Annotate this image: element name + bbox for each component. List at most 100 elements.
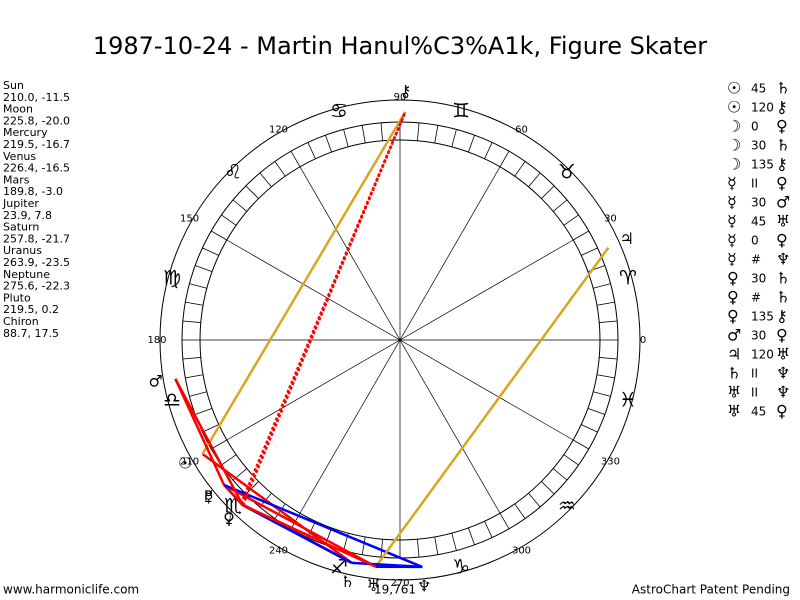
planet-coords: 210.0, -11.5	[3, 91, 70, 104]
ring-tick	[528, 172, 541, 188]
planet-coords: 225.8, -20.0	[3, 114, 70, 127]
ring-tick	[380, 539, 383, 558]
planet-name: Mars	[3, 173, 30, 186]
aspect-line	[242, 503, 377, 568]
planet-name: Neptune	[3, 268, 50, 281]
ring-tick	[185, 301, 204, 306]
ring-tick	[202, 424, 219, 433]
degree-label: 180	[147, 335, 166, 346]
aspect-type: 30	[751, 272, 766, 286]
planet-glyph: ♄	[340, 572, 354, 591]
degree-label: 0	[640, 335, 646, 346]
aspect-to: ♀	[776, 402, 788, 421]
aspect-type: 30	[751, 196, 766, 210]
ring-tick	[593, 391, 611, 397]
aspect-to: ♄	[776, 288, 790, 307]
ring-tick	[552, 199, 568, 212]
sign-glyph: ♋	[330, 99, 348, 123]
aspect-type: II	[751, 367, 758, 381]
planet-name: Sun	[3, 79, 24, 92]
ring-tick	[434, 125, 439, 144]
aspect-type: 135	[751, 158, 774, 172]
aspect-to: ♆	[776, 250, 790, 269]
aspect-type: II	[751, 386, 758, 400]
ring-tick	[593, 283, 611, 289]
ring-tick	[596, 301, 615, 306]
ring-tick	[552, 468, 568, 481]
ring-tick	[195, 408, 213, 415]
degree-label: 30	[604, 214, 617, 225]
planet-glyph: ☽	[220, 507, 234, 526]
aspect-to: ♆	[776, 383, 790, 402]
ring-tick	[307, 142, 316, 159]
ring-tick	[514, 503, 526, 519]
planet-glyph: ♇	[201, 487, 215, 506]
sign-glyph: ♌	[224, 160, 242, 184]
ring-tick	[182, 320, 201, 323]
ring-tick	[195, 265, 213, 272]
aspect-to: ♀	[776, 117, 788, 136]
planet-name: Moon	[3, 103, 33, 116]
ring-tick	[232, 199, 248, 212]
ring-tick	[259, 172, 272, 188]
planet-glyph: ♅	[366, 576, 380, 595]
aspect-from: ♅	[727, 383, 741, 402]
ring-tick	[581, 424, 598, 433]
aspect-to: ♅	[776, 345, 790, 364]
ring-tick	[599, 357, 618, 360]
ring-tick	[468, 135, 475, 153]
aspect-from: ♀	[727, 288, 739, 307]
ring-tick	[417, 539, 420, 558]
aspect-line	[223, 483, 423, 569]
planet-glyph: ☉	[178, 454, 192, 473]
aspect-to: ♄	[776, 79, 790, 98]
planet-glyph: ☿	[204, 487, 214, 506]
aspect-line	[201, 111, 407, 455]
aspect-to: ♀	[776, 231, 788, 250]
degree-label: 210	[180, 457, 199, 468]
sign-glyph: ♑	[452, 554, 470, 578]
aspect-type: 0	[751, 120, 759, 134]
ring-tick	[596, 374, 615, 379]
aspect-from: ☉	[727, 79, 741, 98]
outer-circle	[159, 99, 641, 581]
ring-tick	[599, 320, 618, 323]
planet-glyph: ⚷	[400, 82, 412, 101]
ring-tick	[189, 283, 207, 289]
ring-tick	[484, 521, 493, 538]
aspect-from: ☿	[727, 231, 737, 250]
aspect-type: #	[751, 253, 761, 267]
planet-coords: 275.6, -22.3	[3, 280, 70, 293]
sign-glyph: ♐	[330, 554, 348, 578]
degree-label: 240	[269, 545, 288, 556]
aspect-to: ♀	[776, 174, 788, 193]
aspect-to: ♄	[776, 269, 790, 288]
aspect-from: ♅	[727, 402, 741, 421]
planet-name: Jupiter	[2, 197, 39, 210]
ring-tick	[417, 122, 420, 141]
planet-name: Chiron	[3, 315, 39, 328]
aspect-from: ☿	[727, 250, 737, 269]
planet-coords: 226.4, -16.5	[3, 162, 70, 175]
degree-label: 120	[269, 125, 288, 136]
ring-tick	[563, 454, 579, 466]
aspect-type: 120	[751, 348, 774, 362]
ring-tick	[211, 439, 227, 450]
planet-coords: 219.5, -16.7	[3, 138, 70, 151]
aspect-type: 45	[751, 82, 766, 96]
aspect-from: ☿	[727, 193, 737, 212]
ring-tick	[245, 481, 259, 495]
planet-glyph: ♆	[417, 576, 431, 595]
aspect-to: ⚷	[776, 155, 788, 174]
ring-tick	[380, 122, 383, 141]
planet-glyph: ♀	[223, 509, 235, 528]
aspect-type: 135	[751, 310, 774, 324]
sign-glyph: ♈	[619, 265, 637, 289]
footer-right: AstroChart Patent Pending	[632, 583, 790, 597]
ring-tick	[189, 391, 207, 397]
ring-tick	[325, 135, 332, 153]
planet-name: Pluto	[3, 291, 31, 304]
spoke	[226, 239, 574, 441]
planet-coords: 88.7, 17.5	[3, 327, 59, 340]
ring-tick	[514, 161, 526, 177]
